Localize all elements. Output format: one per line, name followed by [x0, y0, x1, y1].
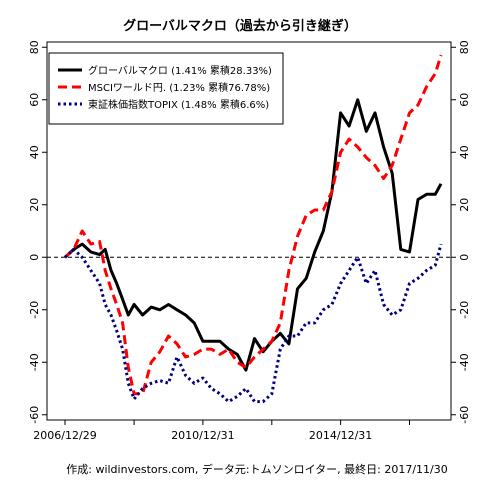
y-tick-label-left: 20 — [28, 198, 41, 212]
legend-box — [48, 52, 284, 125]
legend: グローバルマクロ (1.41% 累積28.33%) MSCIワールド円. (1.2… — [48, 52, 284, 125]
series-line-0 — [63, 98, 443, 372]
plot-border — [46, 41, 452, 421]
x-tick-label: 2010/12/31 — [171, 429, 234, 442]
series-line-1 — [63, 54, 443, 396]
y-tick-label-right: 0 — [458, 254, 471, 261]
y-tick-label-left: 40 — [28, 145, 41, 159]
x-tick-label: 2014/12/31 — [309, 429, 372, 442]
y-tick-label-right: 60 — [458, 93, 471, 107]
legend-label-2: 東証株価指数TOPIX (1.48% 累積6.6%) — [88, 98, 269, 111]
y-tick-label-left: 60 — [28, 93, 41, 107]
y-tick-label-left: -60 — [28, 406, 41, 424]
y-tick-label-right: -20 — [458, 301, 471, 319]
y-tick-label-right: -40 — [458, 353, 471, 371]
y-tick-label-right: 80 — [458, 40, 471, 54]
y-tick-label-right: -60 — [458, 406, 471, 424]
y-tick-label-left: -40 — [28, 353, 41, 371]
y-tick-label-right: 20 — [458, 198, 471, 212]
y-tick-label-right: 40 — [458, 145, 471, 159]
x-tick-label: 2006/12/29 — [33, 429, 96, 442]
chart-title: グローバルマクロ（過去から引き継ぎ） — [123, 18, 357, 34]
legend-label-0: グローバルマクロ (1.41% 累積28.33%) — [88, 64, 272, 77]
y-tick-label-left: -20 — [28, 301, 41, 319]
y-tick-label-left: 0 — [28, 254, 41, 261]
y-tick-label-left: 80 — [28, 40, 41, 54]
legend-label-1: MSCIワールド円. (1.23% 累積76.78%) — [88, 81, 270, 94]
axes-layer: -60 -60 -40 -40 -20 -20 0 0 20 20 40 40 60 60 80 80 2006… — [28, 40, 471, 442]
series-layer — [63, 54, 443, 404]
chart-footer: 作成: wildinvestors.com, データ元:トムソンロイター, 最終… — [66, 462, 447, 476]
